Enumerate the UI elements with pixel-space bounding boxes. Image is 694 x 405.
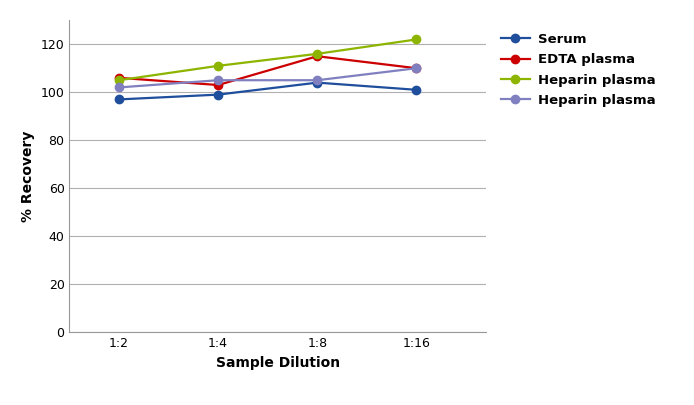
- EDTA plasma: [412, 66, 421, 70]
- EDTA plasma: [115, 75, 123, 80]
- Heparin plasma: [412, 66, 421, 70]
- Legend: Serum, EDTA plasma, Heparin plasma, Heparin plasma: Serum, EDTA plasma, Heparin plasma, Hepa…: [501, 33, 655, 107]
- Line: Heparin plasma: Heparin plasma: [115, 64, 421, 92]
- EDTA plasma: [313, 54, 321, 59]
- Heparin plasma: [313, 51, 321, 56]
- Serum: [313, 80, 321, 85]
- Line: EDTA plasma: EDTA plasma: [115, 52, 421, 89]
- EDTA plasma: [214, 83, 222, 87]
- Heparin plasma: [313, 78, 321, 83]
- Serum: [115, 97, 123, 102]
- Serum: [214, 92, 222, 97]
- X-axis label: Sample Dilution: Sample Dilution: [216, 356, 339, 369]
- Y-axis label: % Recovery: % Recovery: [21, 130, 35, 222]
- Heparin plasma: [115, 85, 123, 90]
- Heparin plasma: [115, 78, 123, 83]
- Heparin plasma: [214, 64, 222, 68]
- Line: Serum: Serum: [115, 79, 421, 104]
- Line: Heparin plasma: Heparin plasma: [115, 35, 421, 84]
- Serum: [412, 87, 421, 92]
- Heparin plasma: [412, 37, 421, 42]
- Heparin plasma: [214, 78, 222, 83]
